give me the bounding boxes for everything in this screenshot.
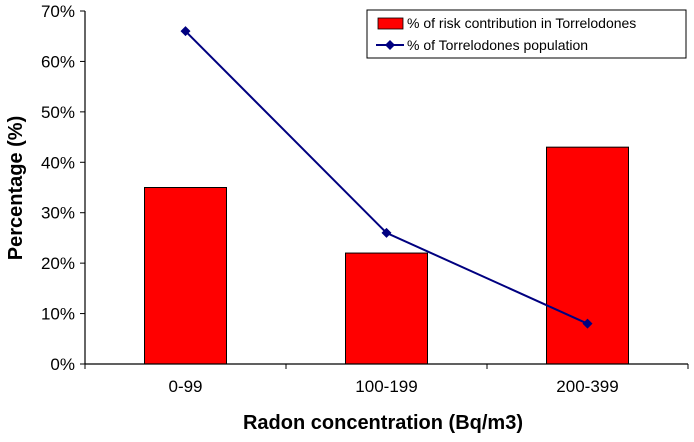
- legend-box: [366, 9, 687, 59]
- bar: [345, 252, 428, 365]
- x-tick-labels: 0-99 100-199 200-399: [168, 377, 618, 396]
- legend: % of risk contribution in Torrelodones %…: [366, 9, 687, 59]
- y-axis-title: Percentage (%): [5, 116, 27, 261]
- bar: [144, 187, 227, 365]
- y-tick-label: 0%: [50, 355, 75, 374]
- y-tick-label: 30%: [41, 204, 75, 223]
- x-tick-label: 0-99: [168, 377, 202, 396]
- x-tick-label: 100-199: [355, 377, 417, 396]
- axes: [80, 10, 689, 369]
- bar: [546, 146, 629, 365]
- legend-line-marker: [385, 40, 395, 50]
- line-point: [180, 26, 191, 37]
- x-axis-title: Radon concentration (Bq/m3): [243, 412, 523, 434]
- legend-label-risk: % of risk contribution in Torrelodones: [407, 15, 636, 31]
- y-tick-label: 40%: [41, 153, 75, 172]
- y-tick-label: 20%: [41, 254, 75, 273]
- y-tick-labels: 0% 10% 20% 30% 40% 50% 60% 70%: [41, 2, 75, 374]
- legend-bar-swatch: [377, 17, 404, 30]
- y-tick-label: 50%: [41, 103, 75, 122]
- y-tick-label: 70%: [41, 2, 75, 21]
- legend-label-population: % of Torrelodones population: [407, 37, 588, 53]
- y-tick-label: 60%: [41, 52, 75, 71]
- line-series-group: [180, 26, 593, 329]
- x-tick-label: 200-399: [556, 377, 618, 396]
- line-point: [381, 227, 392, 238]
- y-tick-label: 10%: [41, 305, 75, 324]
- bar-group: [144, 146, 629, 365]
- line-point: [582, 318, 593, 329]
